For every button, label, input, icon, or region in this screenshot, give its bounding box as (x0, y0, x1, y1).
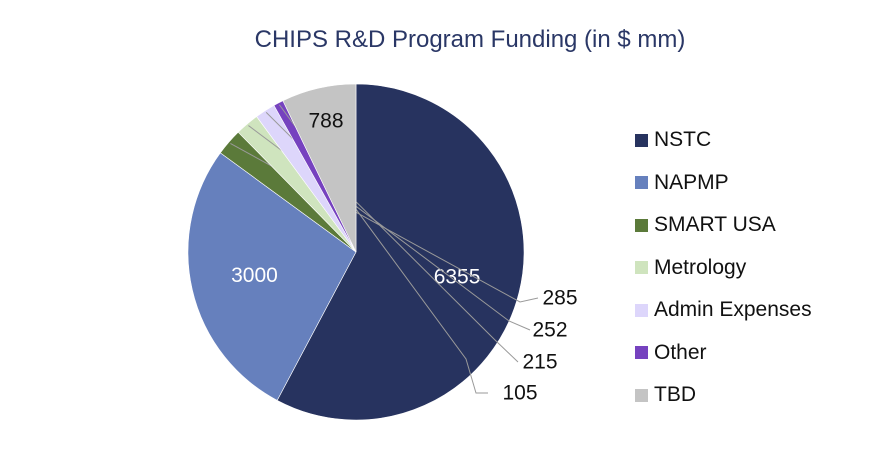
legend-label: NSTC (654, 128, 712, 152)
legend-swatch (635, 218, 648, 232)
legend-swatch (635, 133, 648, 147)
legend-label: Metrology (654, 255, 747, 279)
legend: NSTC NAPMP SMART USA Metrology Admin Expense… (635, 119, 812, 417)
data-label-napmp: 3000 (231, 264, 278, 287)
legend-item-smart-usa: SMART USA (635, 204, 812, 247)
chart-title: CHIPS R&D Program Funding (in $ mm) (254, 26, 686, 53)
legend-label: Admin Expenses (654, 298, 812, 322)
data-label-metrology: 252 (532, 319, 567, 342)
legend-item-tbd: TBD (635, 374, 812, 417)
legend-swatch (635, 388, 648, 402)
pie-slice-tbd (282, 83, 357, 253)
data-label-admin-expenses: 215 (522, 351, 557, 374)
legend-swatch (635, 303, 648, 317)
legend-swatch (635, 176, 648, 190)
legend-item-nstc: NSTC (635, 119, 812, 162)
legend-label: TBD (654, 383, 696, 407)
pie-slice-napmp (187, 152, 357, 401)
legend-swatch (635, 346, 648, 360)
leader-line-other (278, 104, 488, 394)
pie-slice-nstc (276, 83, 525, 421)
legend-item-other: Other (635, 332, 812, 375)
legend-item-admin-expenses: Admin Expenses (635, 289, 812, 332)
legend-label: NAPMP (654, 170, 729, 194)
data-label-smart-usa: 285 (542, 287, 577, 310)
legend-swatch (635, 261, 648, 275)
data-label-nstc: 6355 (434, 266, 481, 289)
legend-label: SMART USA (654, 213, 776, 237)
legend-item-metrology: Metrology (635, 247, 812, 290)
legend-item-napmp: NAPMP (635, 162, 812, 205)
data-label-tbd: 788 (308, 109, 343, 132)
data-label-other: 105 (502, 382, 537, 405)
legend-label: Other (654, 340, 707, 364)
